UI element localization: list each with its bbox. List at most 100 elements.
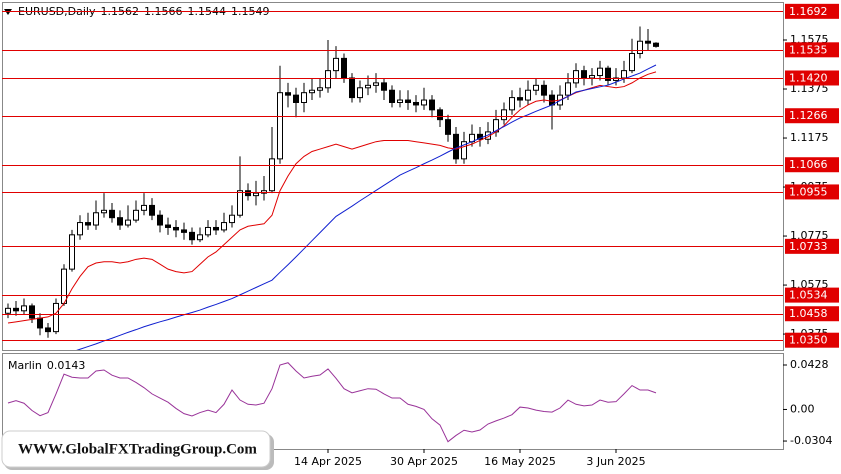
candle-body (573, 70, 579, 84)
main-plot (2, 11, 783, 350)
candle-body (245, 190, 251, 197)
candle-body (157, 214, 163, 226)
level-label: 1.0458 (789, 307, 828, 320)
candle-body (357, 87, 363, 99)
candle-body (429, 99, 435, 111)
candle-body (45, 327, 51, 333)
level-label-box (785, 108, 839, 124)
candle-body (285, 92, 291, 96)
level-label: 1.0733 (789, 240, 828, 253)
indicator-label: Marlin 0.0143 (8, 359, 85, 372)
level-label-box (785, 70, 839, 86)
x-tick-label: 30 Apr 2025 (390, 455, 458, 468)
y-tick-label: 0.00 (790, 402, 815, 415)
candle-body (373, 82, 379, 86)
candle-body (317, 87, 323, 91)
candle-body (613, 77, 619, 81)
candle-body (653, 42, 659, 47)
level-label: 1.0955 (789, 185, 828, 198)
watermark-panel (1, 430, 271, 468)
indicator-line (7, 362, 657, 443)
candle-body (141, 204, 147, 211)
candle-body (181, 229, 187, 233)
level-label: 1.1692 (789, 5, 828, 18)
candle-body (61, 268, 67, 304)
candle-body (37, 317, 43, 329)
moving-average (7, 71, 657, 324)
candle-body (629, 52, 635, 72)
candle-body (565, 82, 571, 96)
y-tick-label: -0.0304 (790, 434, 832, 447)
candle-body (237, 190, 243, 216)
candle-body (149, 204, 155, 216)
candle-body (445, 119, 451, 135)
candle-body (109, 209, 115, 219)
sub-frame (2, 353, 784, 450)
candle-body (205, 226, 211, 236)
candle-body (229, 214, 235, 224)
candle-body (197, 234, 203, 241)
candle-body (597, 67, 603, 77)
candle-body (517, 97, 523, 101)
candle-body (637, 40, 643, 54)
candle-body (133, 209, 139, 221)
candle-body (301, 92, 307, 103)
y-tick-label: 1.1175 (790, 131, 829, 144)
candle-body (101, 209, 107, 214)
watermark: WWW.GlobalFXTradingGroup.Com (18, 441, 257, 457)
candle-body (213, 226, 219, 231)
candle-body (541, 84, 547, 96)
indicator-label-part: Marlin (8, 359, 42, 372)
level-label-box (785, 287, 839, 303)
level-label-box (785, 184, 839, 200)
level-label: 1.1266 (789, 109, 828, 122)
y-tick-label: 0.0428 (790, 358, 829, 371)
candle-body (173, 226, 179, 231)
candle-body (93, 212, 99, 226)
x-tick-label: 14 Apr 2025 (294, 455, 362, 468)
candle-body (589, 75, 595, 79)
watermark-box: WWW.GlobalFXTradingGroup.Com (1, 430, 274, 470)
level-label-box (785, 3, 839, 19)
x-tick-label: 16 May 2025 (484, 455, 556, 468)
candle-body (437, 109, 443, 121)
candle-body (77, 222, 83, 236)
candle-body (253, 192, 259, 197)
candle-body (293, 94, 299, 103)
candle-body (581, 70, 587, 79)
indicator-label-part: 0.0143 (47, 359, 86, 372)
candle-body (453, 133, 459, 160)
y-tick-label: 1.0775 (790, 229, 829, 242)
candle-body (501, 109, 507, 121)
candle-body (189, 231, 195, 241)
candle-body (333, 57, 339, 72)
candle-body (533, 84, 539, 91)
axes: 1.03751.05751.07751.09751.11751.13751.15… (294, 3, 839, 468)
moving-average (76, 64, 657, 350)
candle-body (605, 67, 611, 81)
level-label: 1.0350 (789, 334, 828, 347)
candle-body (277, 92, 283, 160)
candle-body (645, 40, 651, 44)
candle-body (29, 305, 35, 319)
candle-body (405, 99, 411, 103)
candle-body (69, 234, 75, 270)
level-label-box (785, 306, 839, 322)
candle-body (509, 97, 515, 111)
candle-body (397, 99, 403, 103)
candle-body (85, 222, 91, 226)
level-label: 1.1066 (789, 158, 828, 171)
candle-body (13, 307, 19, 312)
candle-body (341, 57, 347, 79)
candle-body (525, 89, 531, 101)
indicator-plot (7, 362, 657, 443)
candle-body (125, 219, 131, 226)
candle-body (325, 70, 331, 89)
candle-body (5, 307, 11, 314)
level-label: 1.0534 (789, 289, 828, 302)
candle-body (221, 222, 227, 231)
candle-body (389, 89, 395, 103)
candle-body (309, 89, 315, 94)
